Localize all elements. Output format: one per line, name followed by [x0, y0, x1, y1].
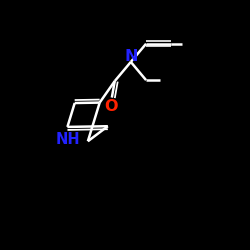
Text: NH: NH: [56, 132, 80, 148]
Text: N: N: [124, 49, 138, 64]
Text: O: O: [104, 99, 118, 114]
